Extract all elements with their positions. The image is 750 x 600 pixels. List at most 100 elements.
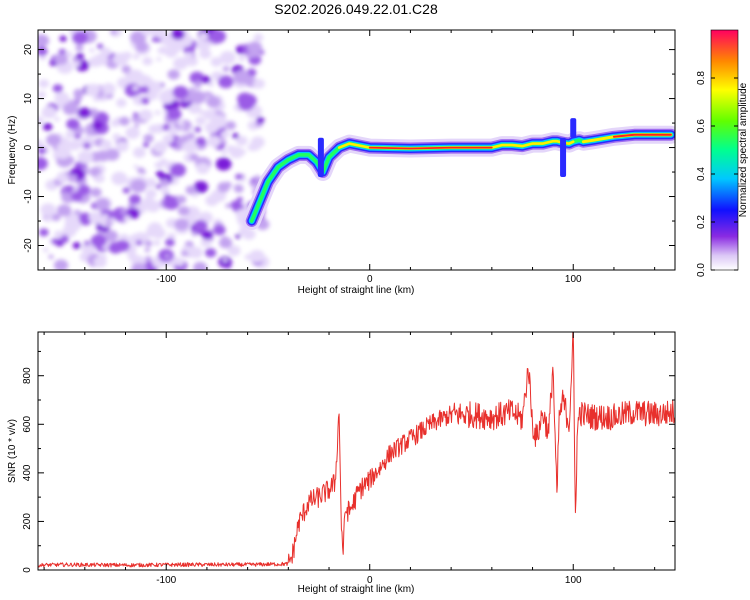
noise-blotch — [116, 98, 127, 108]
noise-blotch — [217, 73, 223, 78]
noise-blotch — [164, 254, 170, 259]
spectrogram-xtick-label: 0 — [367, 274, 373, 285]
noise-blotch — [132, 53, 140, 60]
noise-blotch — [233, 70, 251, 85]
noise-blotch — [104, 148, 120, 161]
noise-blotch — [225, 203, 232, 209]
snr-ylabel: SNR (10 * v/v) — [7, 419, 18, 483]
noise-blotch — [142, 142, 150, 148]
noise-blotch — [218, 75, 234, 89]
noise-blotch — [233, 184, 244, 193]
noise-blotch — [247, 41, 263, 55]
noise-blotch — [38, 139, 44, 149]
noise-blotch — [167, 69, 180, 80]
noise-blotch — [204, 248, 217, 258]
noise-blotch — [75, 44, 84, 52]
noise-blotch — [210, 189, 227, 203]
spectrogram-noise-region — [38, 30, 270, 270]
noise-blotch — [220, 131, 229, 138]
noise-blotch — [38, 228, 49, 237]
noise-blotch — [253, 78, 265, 89]
noise-blotch — [144, 247, 151, 253]
snr-ytick-label: 800 — [22, 367, 33, 384]
noise-blotch — [135, 41, 149, 53]
noise-blotch — [166, 108, 182, 121]
noise-blotch — [51, 238, 59, 245]
noise-blotch — [160, 186, 170, 195]
noise-blotch — [189, 153, 199, 162]
noise-blotch — [153, 141, 168, 154]
noise-blotch — [180, 134, 190, 143]
noise-blotch — [72, 242, 81, 250]
noise-blotch — [233, 105, 240, 111]
ridge-artefact — [570, 118, 577, 138]
noise-blotch — [122, 187, 131, 194]
snr-xtick-label: 0 — [367, 575, 373, 586]
noise-blotch — [148, 124, 160, 134]
spectrogram-ylabel: Frequency (Hz) — [7, 116, 18, 185]
colorbar-ticks: 0.0 0.2 0.4 0.6 0.8 — [696, 71, 738, 277]
noise-blotch — [90, 187, 102, 198]
noise-blotch — [115, 140, 129, 152]
noise-blotch — [64, 218, 82, 232]
noise-blotch — [199, 109, 206, 115]
noise-blotch — [89, 47, 95, 53]
noise-blotch — [174, 218, 190, 231]
noise-blotch — [140, 30, 155, 37]
noise-blotch — [219, 50, 236, 65]
noise-blotch — [77, 150, 94, 164]
noise-blotch — [81, 242, 96, 255]
noise-blotch — [66, 118, 80, 130]
noise-blotch — [122, 234, 130, 241]
noise-blotch — [144, 177, 157, 188]
noise-blotch — [95, 197, 110, 211]
noise-blotch — [38, 91, 47, 99]
noise-blotch — [42, 247, 49, 253]
noise-blotch — [203, 109, 217, 120]
noise-blotches — [38, 30, 270, 270]
snr-ytick-label: 600 — [22, 416, 33, 433]
noise-blotch — [155, 184, 162, 190]
noise-blotch — [159, 158, 168, 166]
noise-blotch — [93, 96, 100, 102]
snr-ticks: -100 0 100 0 200 400 600 800 — [22, 332, 675, 586]
noise-blotch — [221, 149, 228, 156]
noise-blotch — [235, 234, 241, 239]
spectrogram-ytick-label: 10 — [23, 93, 34, 105]
figure-title: S202.2026.049.22.01.C28 — [274, 1, 438, 17]
noise-blotch — [172, 85, 189, 100]
noise-blotch — [96, 43, 104, 50]
noise-blotch — [53, 149, 61, 157]
noise-blotch — [200, 237, 212, 248]
ridge-core-red — [612, 133, 672, 138]
noise-blotch — [130, 130, 137, 135]
noise-blotch — [221, 236, 229, 242]
noise-blotch — [128, 194, 142, 205]
noise-blotch — [126, 69, 144, 84]
noise-blotch — [213, 224, 226, 236]
spectrogram-ytick-label: 20 — [23, 44, 34, 56]
spectrogram-xtick-label: -100 — [156, 274, 176, 285]
noise-blotch — [222, 258, 228, 263]
noise-blotch — [77, 184, 91, 196]
noise-blotch — [65, 188, 73, 194]
noise-blotch — [39, 54, 47, 61]
noise-blotch — [144, 256, 152, 263]
noise-blotch — [118, 116, 130, 126]
noise-blotch — [232, 132, 239, 139]
noise-blotch — [193, 180, 209, 194]
noise-blotch — [162, 134, 174, 144]
noise-blotch — [103, 230, 119, 242]
noise-blotch — [195, 137, 207, 146]
noise-blotch — [91, 171, 99, 178]
noise-blotch — [131, 262, 147, 270]
noise-blotch — [135, 240, 143, 246]
noise-blotch — [204, 121, 219, 134]
snr-plot-area — [38, 332, 675, 568]
noise-blotch — [90, 234, 107, 248]
noise-blotch — [38, 147, 47, 155]
colorbar-tick-label: 0.0 — [696, 263, 707, 277]
noise-blotch — [110, 119, 120, 127]
